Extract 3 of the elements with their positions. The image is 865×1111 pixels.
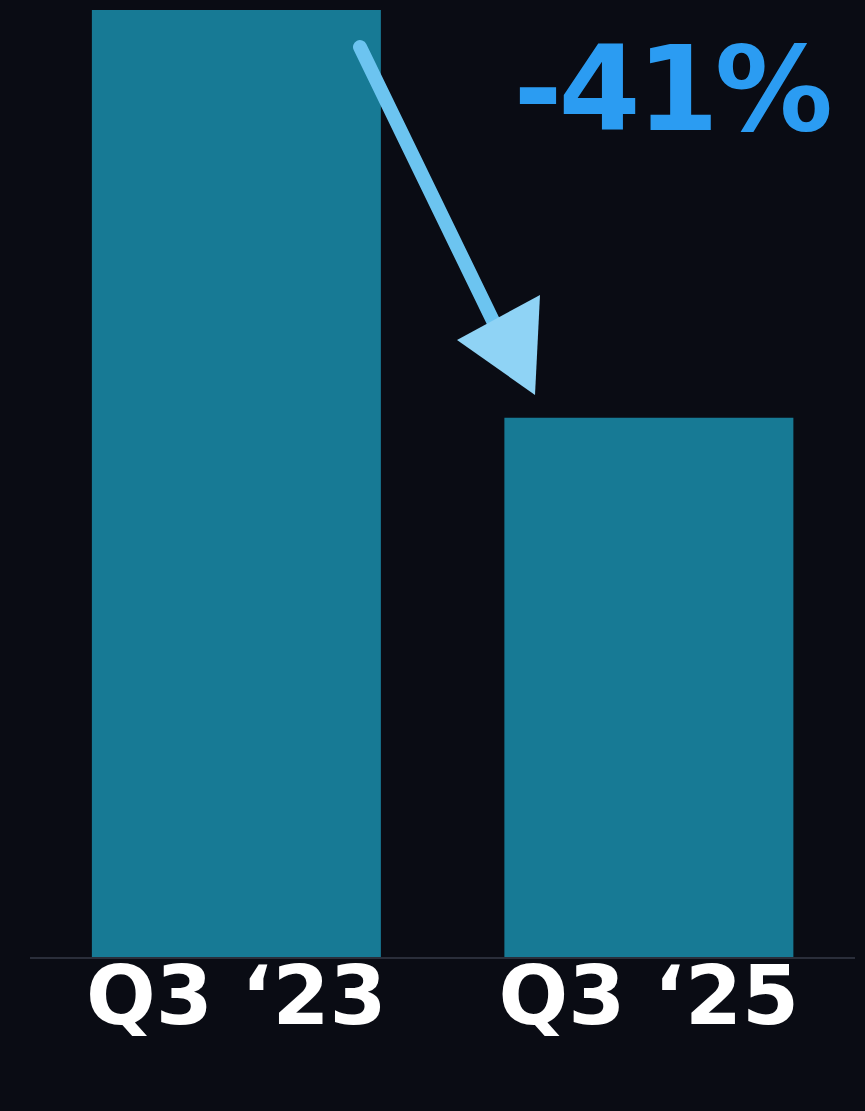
x-tick-label: Q3 ‘25 <box>498 948 800 1044</box>
annotation: -41% <box>513 20 829 158</box>
x-tick-label: Q3 ‘23 <box>85 948 387 1044</box>
